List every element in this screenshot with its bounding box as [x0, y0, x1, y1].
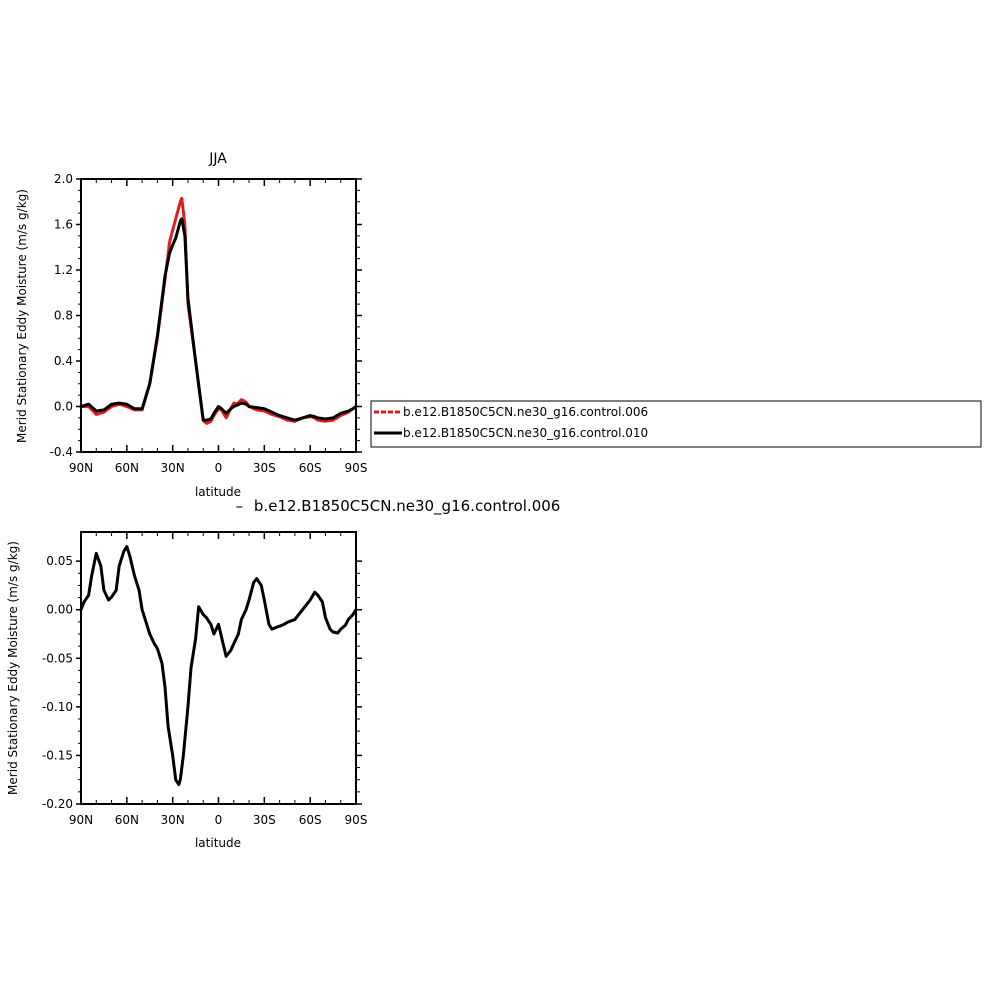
panel-bottom: – b.e12.B1850C5CN.ne30_g16.control.006 9…: [6, 497, 560, 850]
bottom-x-tick-label: 90N: [69, 813, 93, 827]
legend-box: [370, 400, 982, 448]
bottom-x-tick-label: 60S: [299, 813, 322, 827]
legend-label-010: b.e12.B1850C5CN.ne30_g16.control.010: [403, 426, 648, 440]
bottom-y-tick-label: 0.05: [46, 554, 73, 568]
bottom-y-tick-label: -0.10: [42, 700, 73, 714]
bottom-y-axis-title: Merid Stationary Eddy Moisture (m/s g/kg…: [6, 541, 20, 795]
bottom-x-axis-title: latitude: [195, 836, 241, 850]
top-x-tick-label: 30N: [161, 461, 185, 475]
legend: b.e12.B1850C5CN.ne30_g16.control.006 b.e…: [370, 400, 982, 448]
bottom-x-tick-label: 90S: [345, 813, 368, 827]
bottom-x-tick-label: 60N: [115, 813, 139, 827]
bottom-y-tick-label: 0.00: [46, 603, 73, 617]
top-y-tick-label: 1.2: [54, 263, 73, 277]
bottom-x-tick-label: 0: [215, 813, 223, 827]
bottom-series-line-0: [79, 545, 358, 787]
top-y-tick-label: 0.4: [54, 354, 73, 368]
bottom-ticks-group: 90N 60N 30N 0 30S 60S 90S -0.20 -0.15 -0.10 -0.05 0…: [42, 532, 368, 827]
bottom-plot-title: – b.e12.B1850C5CN.ne30_g16.control.006: [236, 497, 561, 516]
top-y-tick-label: 0.0: [54, 400, 73, 414]
bottom-title-text: b.e12.B1850C5CN.ne30_g16.control.006: [254, 497, 560, 516]
legend-label-006: b.e12.B1850C5CN.ne30_g16.control.006: [403, 405, 648, 419]
top-y-tick-label: -0.4: [50, 445, 73, 459]
top-y-tick-label: 0.8: [54, 309, 73, 323]
top-x-axis-title: latitude: [195, 485, 241, 499]
top-x-tick-label: 60N: [115, 461, 139, 475]
top-x-tick-label: 0: [215, 461, 223, 475]
top-x-tick-label: 90N: [69, 461, 93, 475]
panel-top: JJA 90N 60N 30N 0 30S 60S 90S -0.4 0.0 0.4 0.8 1.2 1…: [15, 151, 367, 499]
top-y-tick-label: 2.0: [54, 172, 73, 186]
bottom-x-tick-label: 30N: [161, 813, 185, 827]
bottom-plot-frame: [80, 531, 357, 805]
bottom-y-tick-label: -0.05: [42, 651, 73, 665]
top-plot-title: JJA: [208, 151, 227, 167]
top-series-line-1: [79, 217, 358, 422]
bottom-series-group: [79, 545, 358, 787]
top-y-tick-label: 1.6: [54, 218, 73, 232]
bottom-y-tick-label: -0.15: [42, 748, 73, 762]
top-x-tick-label: 30S: [253, 461, 276, 475]
top-series-group: [79, 196, 358, 426]
top-x-tick-label: 90S: [345, 461, 368, 475]
top-ticks-group: 90N 60N 30N 0 30S 60S 90S -0.4 0.0 0.4 0.8 1.2 1.6 2.…: [50, 172, 368, 475]
top-y-axis-title: Merid Stationary Eddy Moisture (m/s g/kg…: [15, 189, 29, 443]
top-series-line-0: [79, 196, 358, 426]
top-x-tick-label: 60S: [299, 461, 322, 475]
bottom-y-tick-label: -0.20: [42, 797, 73, 811]
bottom-title-prefix: –: [236, 497, 244, 515]
bottom-x-tick-label: 30S: [253, 813, 276, 827]
